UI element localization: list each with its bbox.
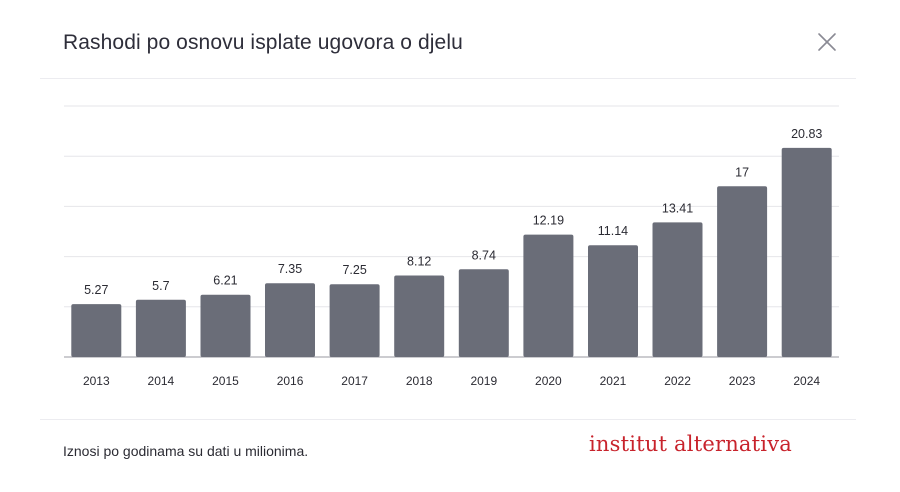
bar-2014[interactable] bbox=[135, 299, 186, 357]
bar-2016[interactable] bbox=[265, 283, 315, 357]
bar-2017[interactable] bbox=[329, 284, 380, 357]
footnote: Iznosi po godinama su dati u milionima. bbox=[63, 443, 309, 459]
data-label-2018: 8.12 bbox=[407, 255, 431, 269]
bar-2023[interactable] bbox=[717, 186, 768, 357]
data-label-2024: 20.83 bbox=[791, 127, 822, 141]
bar-2015[interactable] bbox=[200, 294, 251, 357]
bar-2013[interactable] bbox=[71, 304, 122, 357]
x-tick-label-2022: 2022 bbox=[664, 374, 691, 388]
data-label-2019: 8.74 bbox=[472, 248, 496, 262]
modal-title: Rashodi po osnovu isplate ugovora o djel… bbox=[63, 31, 463, 54]
x-tick-label-2014: 2014 bbox=[148, 374, 175, 388]
data-label-2022: 13.41 bbox=[662, 201, 693, 215]
data-label-2016: 7.35 bbox=[278, 262, 302, 276]
bar-2021[interactable] bbox=[588, 245, 638, 357]
modal-header: Rashodi po osnovu isplate ugovora o djel… bbox=[40, 0, 856, 79]
bar-2024[interactable] bbox=[781, 147, 832, 357]
data-label-2015: 6.21 bbox=[213, 274, 237, 288]
x-tick-label-2015: 2015 bbox=[212, 374, 239, 388]
x-tick-label-2017: 2017 bbox=[341, 374, 368, 388]
footer-divider bbox=[40, 419, 856, 420]
bar-2019[interactable] bbox=[458, 269, 509, 357]
chart-area: 5.27 2013 5.7 2014 6.21 2015 7.35 2016 7.25 2017 8… bbox=[0, 78, 900, 418]
close-button[interactable] bbox=[816, 31, 838, 53]
data-label-2017: 7.25 bbox=[342, 263, 366, 277]
x-tick-label-2023: 2023 bbox=[729, 374, 756, 388]
bar-2022[interactable] bbox=[652, 222, 703, 357]
close-icon bbox=[818, 33, 836, 51]
x-tick-label-2019: 2019 bbox=[470, 374, 497, 388]
x-tick-label-2021: 2021 bbox=[600, 374, 627, 388]
x-tick-label-2024: 2024 bbox=[793, 374, 820, 388]
data-label-2023: 17 bbox=[735, 165, 749, 179]
x-tick-label-2020: 2020 bbox=[535, 374, 562, 388]
x-tick-label-2018: 2018 bbox=[406, 374, 433, 388]
data-label-2020: 12.19 bbox=[533, 214, 564, 228]
data-label-2014: 5.7 bbox=[152, 279, 169, 293]
brand-logo: institut alternativa bbox=[589, 432, 792, 456]
bar-2018[interactable] bbox=[394, 275, 445, 358]
bar-2020[interactable] bbox=[523, 234, 574, 357]
x-tick-label-2016: 2016 bbox=[277, 374, 304, 388]
data-label-2013: 5.27 bbox=[84, 283, 108, 297]
x-tick-label-2013: 2013 bbox=[83, 374, 110, 388]
data-label-2021: 11.14 bbox=[598, 224, 628, 238]
bar-chart: 5.27 2013 5.7 2014 6.21 2015 7.35 2016 7.25 2017 8… bbox=[64, 105, 839, 388]
